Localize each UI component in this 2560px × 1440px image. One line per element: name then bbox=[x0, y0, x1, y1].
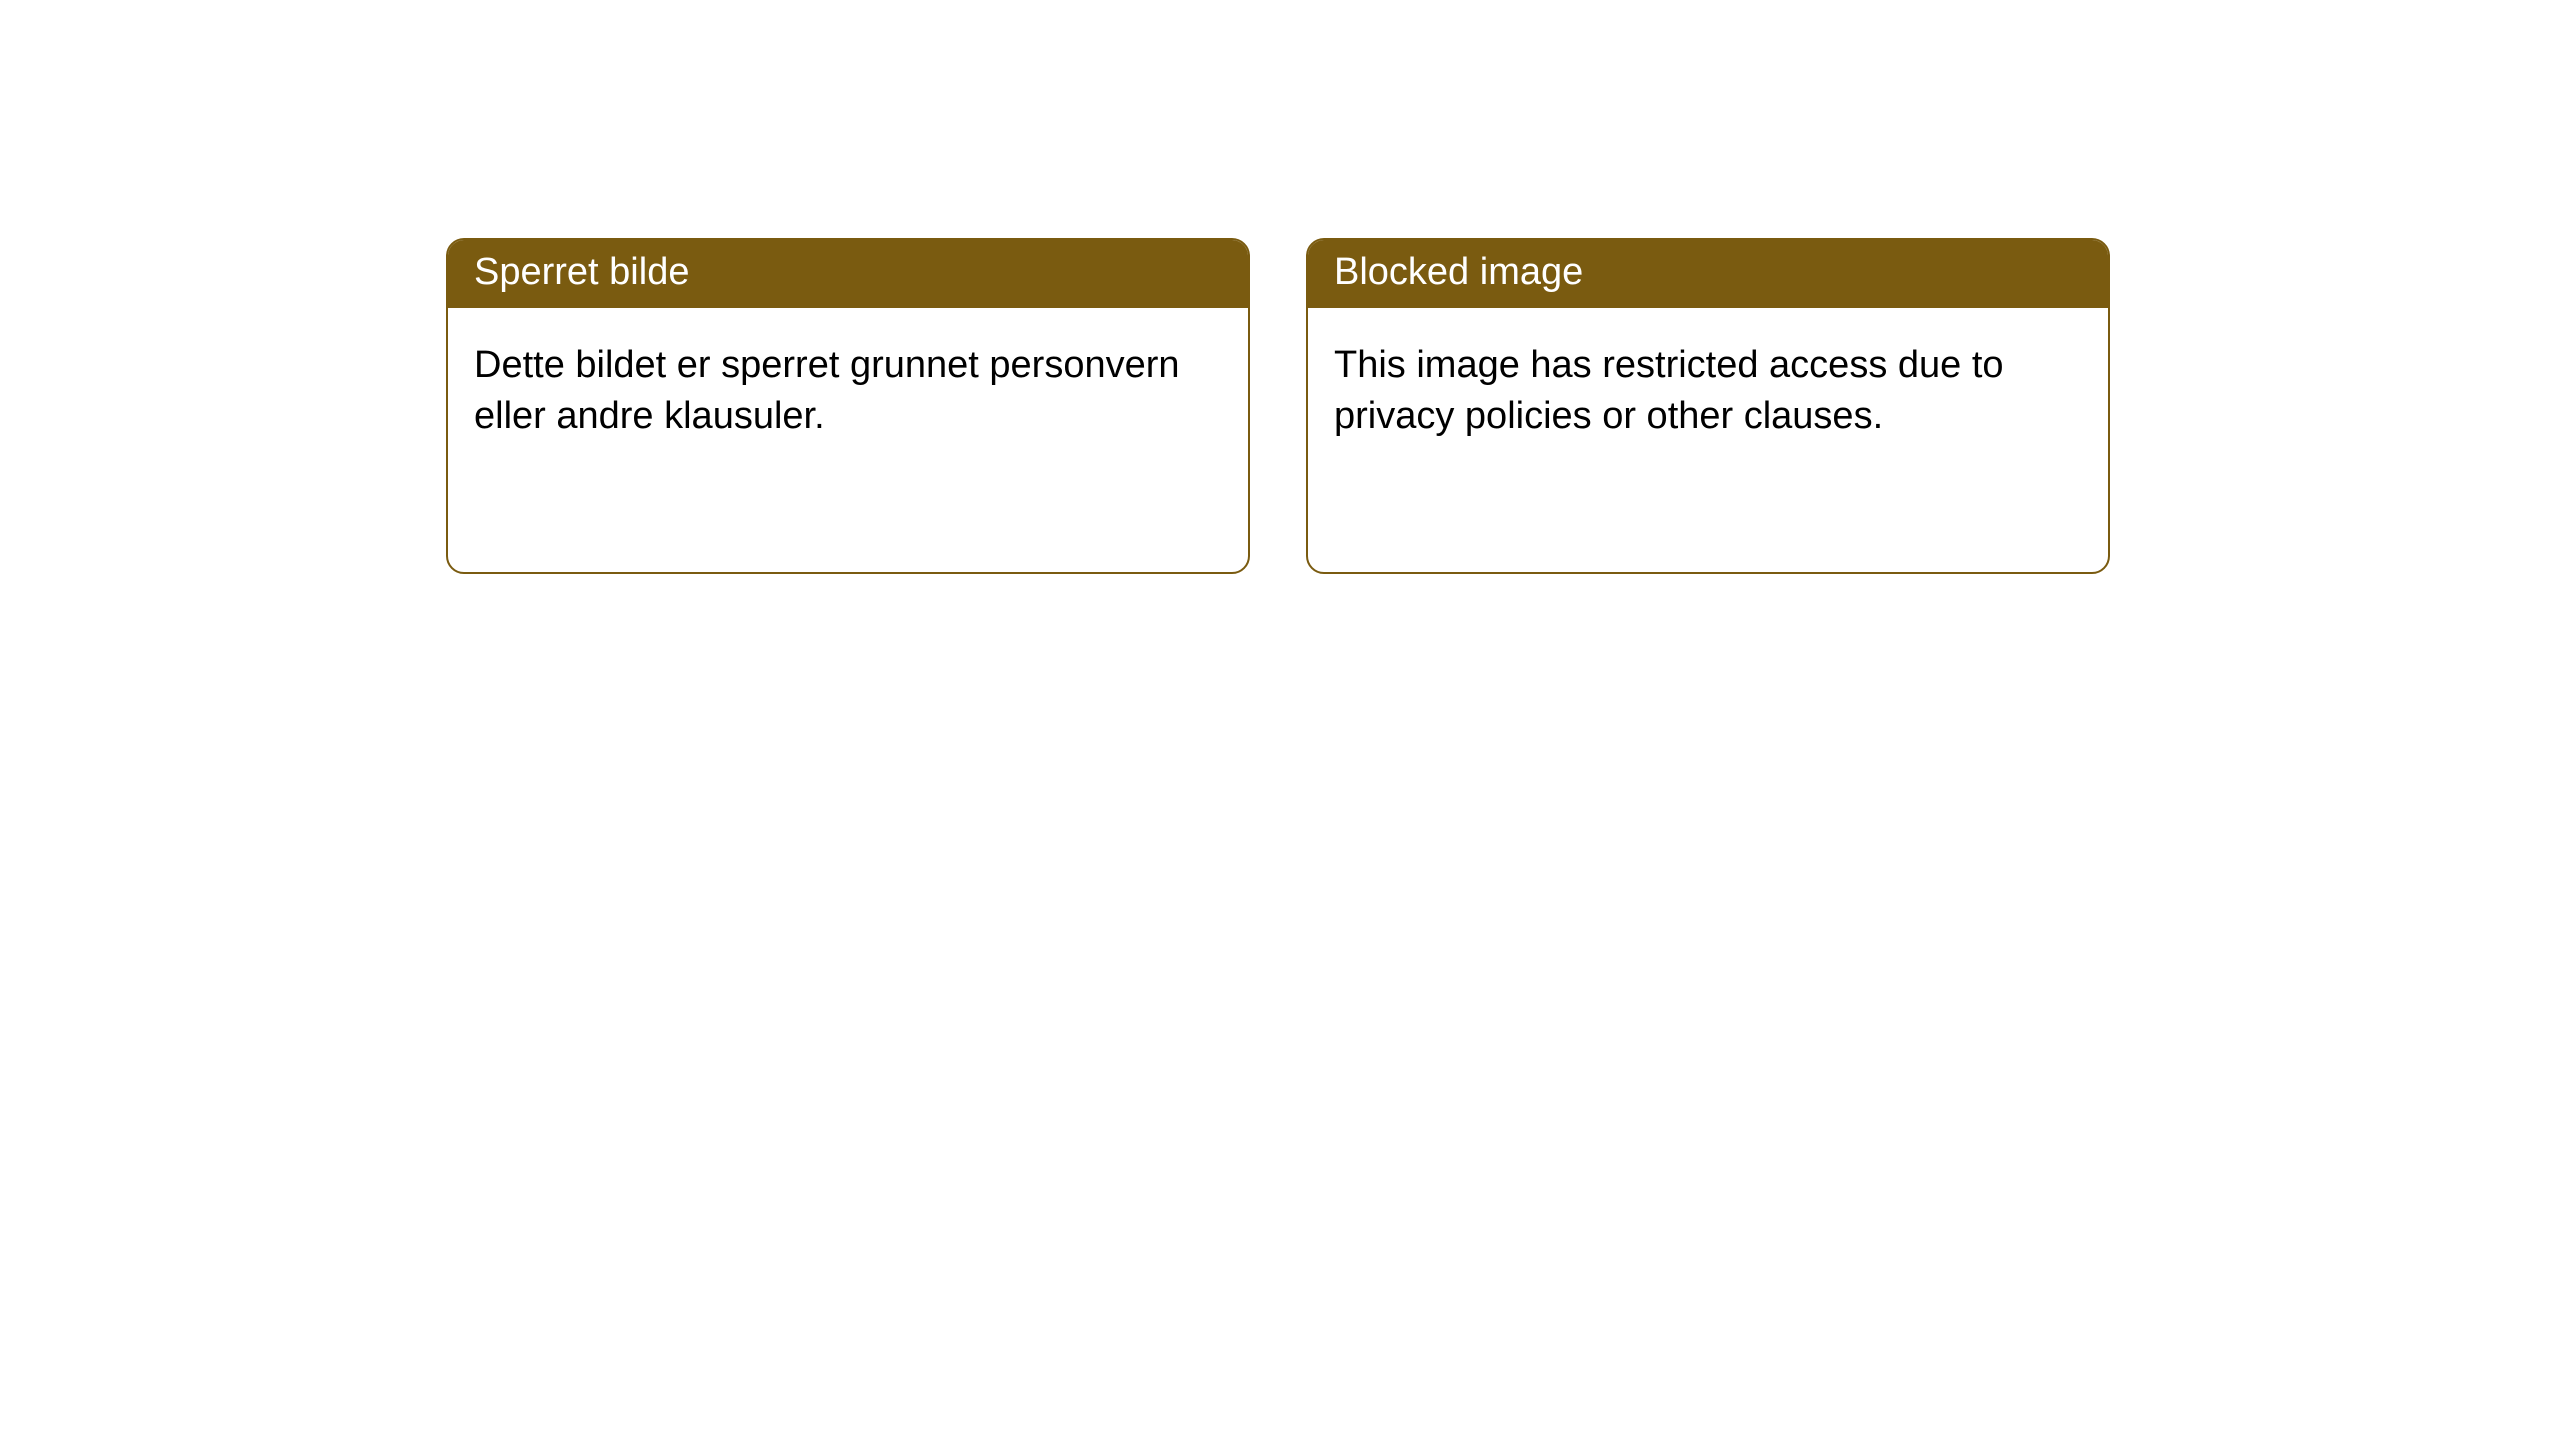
notice-card-english: Blocked image This image has restricted … bbox=[1306, 238, 2110, 574]
notice-header: Sperret bilde bbox=[448, 240, 1248, 308]
notice-card-norwegian: Sperret bilde Dette bildet er sperret gr… bbox=[446, 238, 1250, 574]
notice-body: Dette bildet er sperret grunnet personve… bbox=[448, 308, 1248, 475]
notice-header: Blocked image bbox=[1308, 240, 2108, 308]
notice-body: This image has restricted access due to … bbox=[1308, 308, 2108, 475]
notice-container: Sperret bilde Dette bildet er sperret gr… bbox=[0, 0, 2560, 574]
